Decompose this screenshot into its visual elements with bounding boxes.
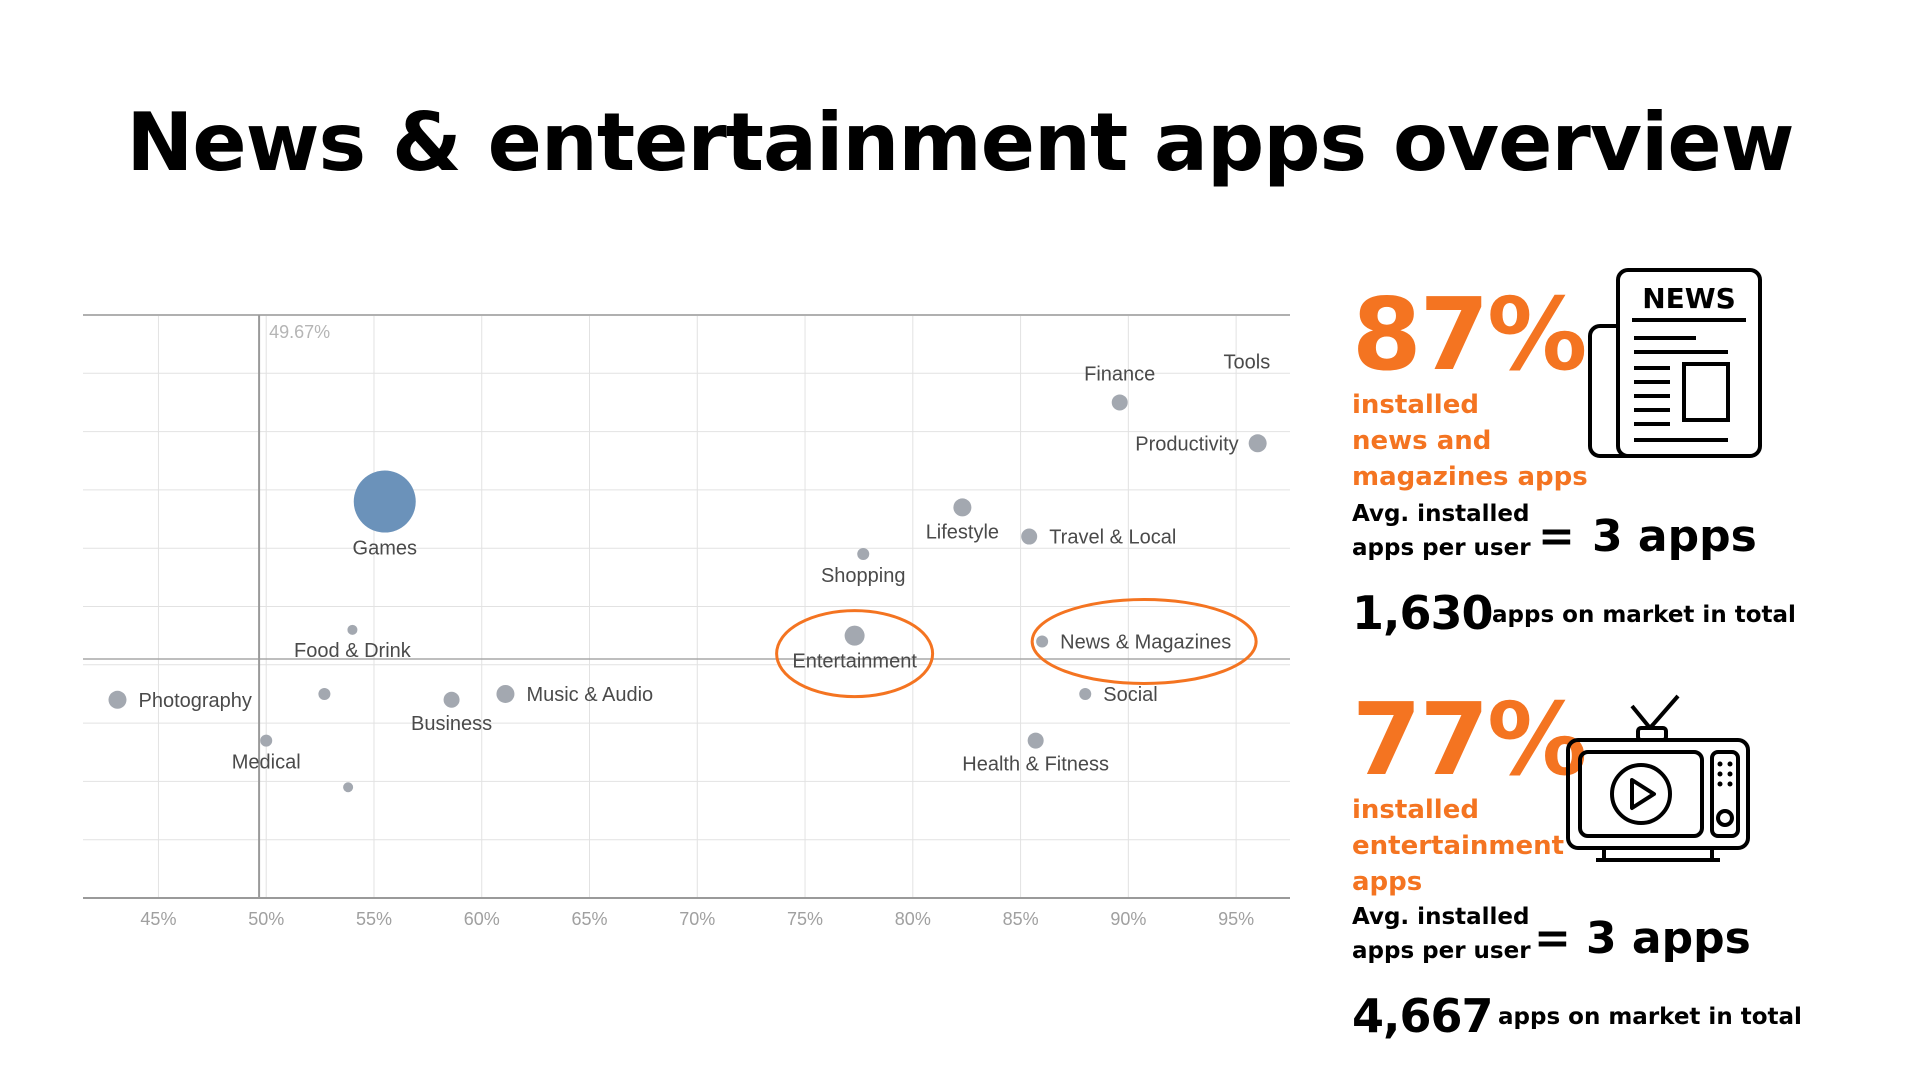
- data-point: [1021, 528, 1038, 545]
- page-title: News & entertainment apps overview: [126, 96, 1794, 189]
- data-point: [343, 782, 354, 793]
- data-point: [260, 734, 273, 747]
- highlight-circle: [1030, 597, 1258, 685]
- x-tick-label: 65%: [571, 909, 607, 929]
- x-tick-label: 80%: [895, 909, 931, 929]
- data-point: [857, 548, 870, 561]
- data-point: [353, 470, 416, 533]
- news-avg-label-line-2: apps per user: [1352, 535, 1531, 561]
- entertainment-caption-line-2: entertainment: [1352, 831, 1565, 861]
- entertainment-avg-label-line-1: Avg. installed: [1352, 904, 1530, 930]
- news-market-count: 1,630: [1352, 586, 1494, 640]
- entertainment-caption: installed entertainment apps: [1352, 792, 1564, 900]
- x-tick-label: 45%: [140, 909, 176, 929]
- x-tick-label: 75%: [787, 909, 823, 929]
- news-caption-line-1: installed: [1352, 390, 1479, 420]
- data-label: Productivity: [1135, 433, 1238, 455]
- data-label: Music & Audio: [526, 684, 653, 706]
- newspaper-icon-label: NEWS: [1642, 282, 1736, 315]
- news-caption: installed news and magazines apps: [1352, 387, 1588, 495]
- highlight-circle: [775, 609, 935, 699]
- data-label: Entertainment: [792, 651, 917, 673]
- data-label: News & Magazines: [1060, 631, 1231, 653]
- tv-play-icon: [1566, 694, 1750, 868]
- entertainment-caption-line-3: apps: [1352, 867, 1423, 897]
- x-tick-label: 95%: [1218, 909, 1254, 929]
- entertainment-market-count: 4,667: [1352, 989, 1494, 1043]
- news-avg-label-line-1: Avg. installed: [1352, 501, 1530, 527]
- x-tick-label: 90%: [1110, 909, 1146, 929]
- entertainment-percent: 77%: [1352, 681, 1587, 798]
- data-label: Games: [353, 538, 417, 560]
- news-market-label: apps on market in total: [1492, 602, 1796, 628]
- data-label: Medical: [232, 752, 301, 774]
- entertainment-avg-value: 3 apps: [1586, 913, 1751, 964]
- data-label: Social: [1103, 684, 1157, 706]
- data-point: [318, 687, 331, 700]
- data-point: [347, 624, 358, 635]
- news-equals-sign: =: [1538, 511, 1575, 562]
- data-label: Tools: [1224, 352, 1271, 374]
- data-point: [496, 684, 515, 703]
- data-label: Travel & Local: [1049, 527, 1176, 549]
- data-point: [844, 625, 865, 646]
- data-point: [108, 690, 127, 709]
- data-point: [1248, 434, 1267, 453]
- entertainment-avg-label-line-2: apps per user: [1352, 938, 1531, 964]
- news-avg-value: 3 apps: [1592, 511, 1757, 562]
- data-point: [1027, 732, 1044, 749]
- entertainment-equals-sign: =: [1534, 913, 1571, 964]
- entertainment-avg-label: Avg. installed apps per user: [1352, 900, 1531, 968]
- entertainment-market-label: apps on market in total: [1498, 1004, 1802, 1030]
- data-label: Food & Drink: [294, 640, 412, 662]
- data-point: [1111, 394, 1128, 411]
- data-point: [1036, 635, 1049, 648]
- news-avg-label: Avg. installed apps per user: [1352, 497, 1531, 565]
- news-caption-line-3: magazines apps: [1352, 462, 1588, 492]
- data-label: Finance: [1084, 363, 1155, 385]
- news-percent: 87%: [1352, 276, 1587, 393]
- data-point: [1079, 687, 1092, 700]
- x-tick-label: 60%: [464, 909, 500, 929]
- x-tick-label: 70%: [679, 909, 715, 929]
- newspaper-icon: NEWS: [1588, 268, 1764, 464]
- data-label: Shopping: [821, 565, 906, 587]
- reference-line-label: 49.67%: [269, 322, 330, 342]
- news-caption-line-2: news and: [1352, 426, 1492, 456]
- entertainment-caption-line-1: installed: [1352, 795, 1479, 825]
- data-label: Photography: [138, 690, 251, 712]
- data-point: [953, 498, 972, 517]
- data-label: Health & Fitness: [962, 754, 1109, 776]
- data-point: [443, 691, 460, 708]
- x-tick-label: 50%: [248, 909, 284, 929]
- x-tick-label: 85%: [1003, 909, 1039, 929]
- x-tick-label: 55%: [356, 909, 392, 929]
- data-label: Lifestyle: [926, 521, 999, 543]
- data-label: Business: [411, 713, 492, 735]
